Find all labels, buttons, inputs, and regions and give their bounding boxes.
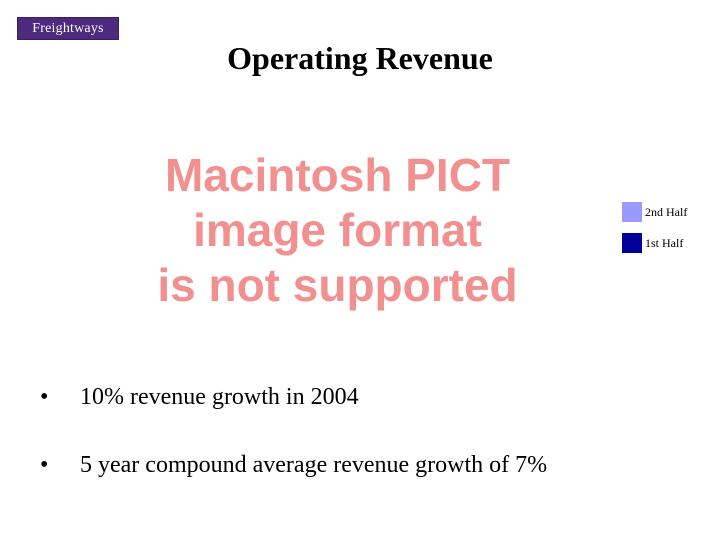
legend-item-1st-half: 1st Half (622, 233, 687, 253)
bullet-text: 5 year compound average revenue growth o… (80, 452, 548, 478)
logo-text: Freightways (32, 20, 104, 36)
bullet-text: 10% revenue growth in 2004 (80, 384, 359, 410)
chart-legend: 2nd Half 1st Half (622, 202, 687, 264)
bullet-marker: • (40, 452, 49, 478)
placeholder-line-2: image format (193, 203, 482, 256)
legend-swatch-2nd-half (622, 202, 642, 222)
slide-title: Operating Revenue (227, 40, 493, 76)
legend-item-2nd-half: 2nd Half (622, 202, 687, 222)
placeholder-line-1: Macintosh PICT (164, 148, 511, 201)
bullet-list: • 10% revenue growth in 2004 • 5 year co… (40, 382, 547, 518)
unsupported-image-placeholder: Macintosh PICT image format is not suppo… (60, 148, 615, 311)
legend-label-1st-half: 1st Half (645, 235, 684, 250)
placeholder-line-3: is not supported (157, 258, 518, 311)
legend-label-2nd-half: 2nd Half (645, 204, 688, 219)
bullet-marker: • (40, 384, 49, 410)
bullet-item: • 10% revenue growth in 2004 (40, 382, 547, 412)
legend-swatch-1st-half (622, 233, 642, 253)
bullet-item: • 5 year compound average revenue growth… (40, 450, 547, 480)
company-logo: Freightways (17, 17, 119, 40)
